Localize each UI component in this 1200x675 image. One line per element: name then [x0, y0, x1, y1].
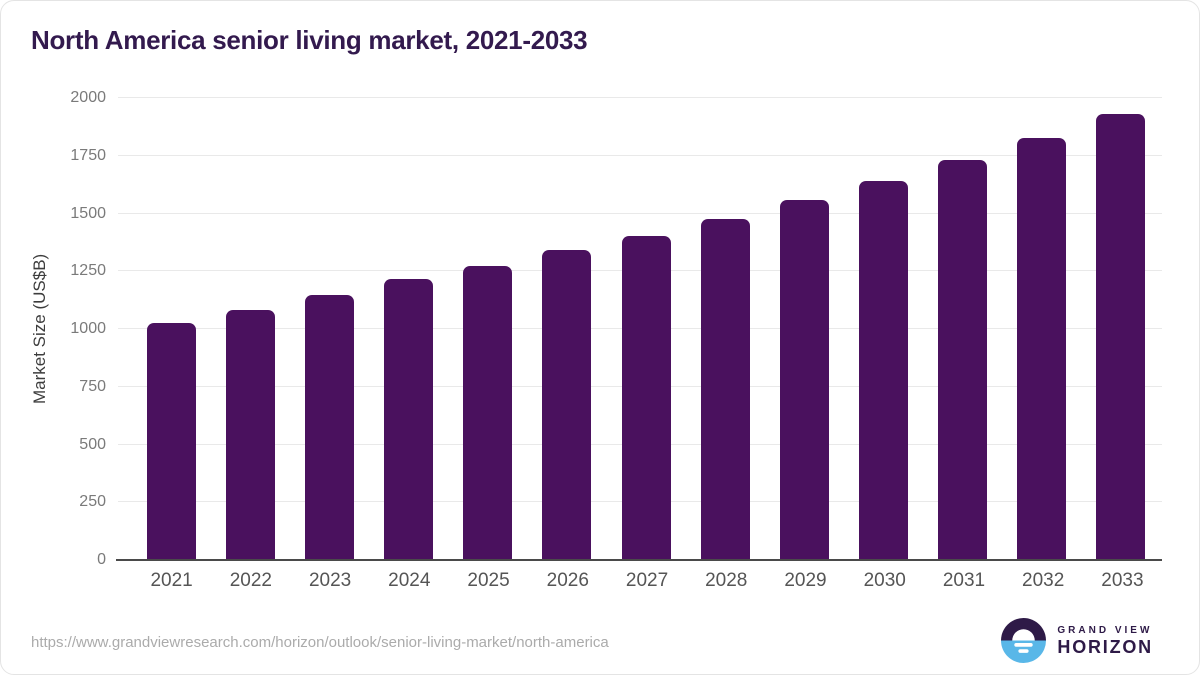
bar-series: [132, 98, 1160, 560]
gridline: [118, 154, 1162, 156]
x-axis-tick-labels: 2021 2022 2023 2024 2025 2026 2027 2028 2029 2030…: [132, 570, 1162, 592]
bar-2033: [1095, 113, 1145, 560]
logo-wordmark: GRAND VIEW HORIZON: [1057, 624, 1153, 657]
bar-slot: [448, 98, 527, 560]
bar-slot: [369, 98, 448, 560]
logo-reflection-bar-2: [1018, 649, 1030, 653]
x-tick-label: 2026: [546, 570, 589, 591]
bar-2032: [1016, 137, 1066, 560]
bar-slot: [923, 98, 1002, 560]
bar-2030: [858, 180, 908, 560]
y-tick-label: 1500: [70, 204, 106, 222]
bar-2023: [305, 295, 355, 560]
x-tick-label: 2025: [467, 570, 510, 591]
bar-2021: [147, 323, 197, 560]
bar-slot: [132, 98, 211, 560]
bar-slot: [1002, 98, 1081, 560]
bar-slot: [765, 98, 844, 560]
bar-2024: [384, 279, 434, 560]
x-tick-label: 2032: [1022, 570, 1065, 591]
x-tick-label: 2031: [942, 570, 986, 591]
y-axis-tick-labels: 0 250 500 750 1000 1250 1500 1750 2000: [1, 89, 106, 568]
y-tick-label: 500: [79, 435, 106, 453]
x-tick-label: 2030: [863, 570, 906, 591]
chart-title: North America senior living market, 2021…: [31, 25, 588, 55]
bar-2025: [463, 265, 513, 560]
horizon-sun-icon: [1001, 618, 1047, 663]
source-url: https://www.grandviewresearch.com/horizo…: [31, 634, 609, 651]
x-tick-label: 2023: [308, 570, 352, 591]
bar-slot: [844, 98, 923, 560]
grand-view-horizon-logo: GRAND VIEW HORIZON: [1001, 618, 1153, 663]
x-tick-label: 2033: [1101, 570, 1144, 591]
y-tick-label: 0: [97, 551, 106, 568]
x-tick-label: 2022: [229, 570, 272, 591]
bar-2028: [700, 218, 750, 560]
x-tick-label: 2029: [784, 570, 827, 591]
y-tick-label: 750: [79, 377, 106, 395]
bar-slot: [1081, 98, 1160, 560]
y-tick-label: 1000: [70, 320, 106, 337]
bar-slot: [527, 98, 606, 560]
y-tick-label: 250: [79, 493, 106, 511]
bar-slot: [211, 98, 290, 560]
logo-sun: [1012, 629, 1036, 641]
bar-2031: [937, 160, 987, 560]
x-tick-label: 2028: [705, 570, 748, 591]
bar-2022: [226, 310, 276, 560]
x-tick-label: 2024: [388, 570, 431, 591]
bar-2027: [621, 235, 671, 560]
bar-slot: [686, 98, 765, 560]
bar-slot: [290, 98, 369, 560]
plot-area: [116, 97, 1162, 561]
x-tick-label: 2021: [150, 570, 193, 591]
bar-2029: [779, 200, 829, 560]
logo-horizon-text: HORIZON: [1057, 637, 1153, 657]
logo-reflection-bar-1: [1014, 643, 1034, 647]
y-tick-label: 2000: [70, 89, 106, 106]
y-tick-label: 1250: [70, 262, 106, 280]
bar-2026: [542, 250, 592, 560]
bar-slot: [606, 98, 685, 560]
gridline: [118, 212, 1162, 214]
x-tick-label: 2027: [625, 570, 669, 591]
logo-grand-view-text: GRAND VIEW: [1057, 625, 1153, 636]
gridline: [118, 97, 1162, 98]
y-tick-label: 1750: [70, 146, 106, 164]
x-axis-line: [116, 559, 1162, 561]
